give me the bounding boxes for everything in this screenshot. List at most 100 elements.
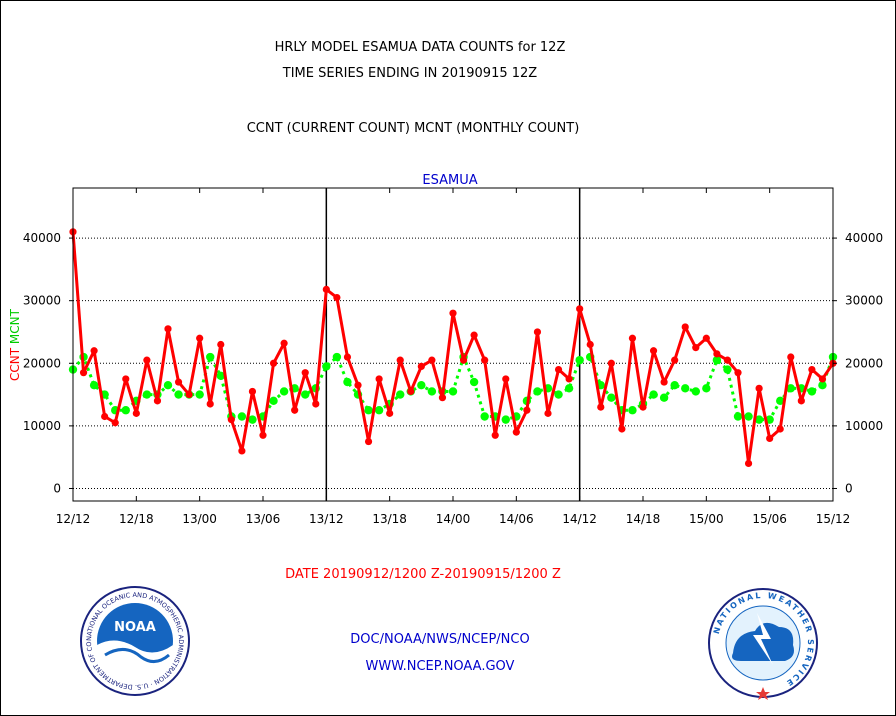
y-axis-title: CCNT MCNT [8, 308, 22, 381]
data-point-mcnt [396, 390, 405, 399]
data-point-ccnt [502, 375, 510, 383]
data-point-ccnt [185, 390, 193, 399]
plot-title: ESAMUA [422, 173, 477, 188]
x-tick-label: 14/06 [499, 512, 534, 526]
y-tick-label-left: 40000 [23, 231, 61, 245]
data-point-ccnt [143, 356, 151, 364]
data-point-ccnt [79, 369, 88, 377]
data-point-ccnt [713, 350, 721, 358]
data-point-mcnt [89, 380, 99, 390]
data-point-ccnt [217, 340, 225, 349]
data-point-ccnt [639, 403, 647, 411]
y-axis-label-mcnt: MCNT [8, 308, 22, 344]
y-tick-label-left: 20000 [23, 356, 61, 370]
data-point-ccnt [565, 375, 573, 383]
data-point-ccnt [449, 309, 457, 317]
data-point-ccnt [597, 403, 605, 411]
data-point-ccnt [607, 359, 615, 367]
data-point-mcnt [807, 387, 817, 396]
data-point-mcnt [142, 390, 152, 399]
nws-logo: NATIONAL WEATHER SERVICE [708, 588, 818, 700]
data-point-mcnt [279, 387, 289, 396]
nws-cloud-icon [732, 622, 794, 661]
data-point-ccnt [787, 353, 795, 361]
data-point-mcnt [786, 384, 795, 393]
y-tick-label-left: 0 [53, 481, 61, 495]
data-point-ccnt [744, 459, 753, 468]
chart-title-line1: HRLY MODEL ESAMUA DATA COUNTS for 12Z [275, 40, 566, 55]
data-point-mcnt [332, 352, 342, 362]
data-point-ccnt [354, 381, 362, 389]
data-point-mcnt [754, 415, 764, 424]
data-point-ccnt [238, 447, 246, 455]
x-tick-label: 14/00 [436, 512, 471, 526]
data-point-mcnt [702, 384, 711, 393]
x-tick-label: 12/12 [56, 512, 91, 526]
data-point-ccnt [90, 347, 98, 355]
data-point-mcnt [248, 415, 257, 424]
x-tick-label: 14/12 [562, 512, 597, 526]
data-point-mcnt [216, 371, 225, 380]
data-point-ccnt [259, 431, 267, 439]
data-point-mcnt [818, 380, 827, 390]
data-point-ccnt [386, 409, 394, 417]
x-tick-label: 13/00 [182, 512, 217, 526]
data-point-ccnt [544, 409, 552, 417]
data-point-mcnt [564, 384, 574, 393]
data-point-mcnt [301, 390, 310, 399]
data-point-mcnt [374, 406, 384, 415]
data-point-mcnt [575, 355, 584, 365]
y-tick-label-left: 30000 [23, 294, 61, 308]
data-point-ccnt [280, 339, 288, 347]
data-point-ccnt [692, 344, 700, 352]
data-point-ccnt [618, 425, 626, 433]
y-axis-label-ccnt: CCNT [8, 347, 22, 381]
data-point-mcnt [480, 412, 489, 421]
data-point-mcnt [174, 390, 183, 399]
x-tick-label: 13/12 [309, 512, 344, 526]
data-point-ccnt [660, 378, 668, 386]
data-point-mcnt [681, 384, 690, 393]
data-point-ccnt [227, 416, 235, 424]
data-point-ccnt [396, 356, 404, 364]
data-point-ccnt [174, 378, 183, 386]
data-point-mcnt [269, 396, 278, 406]
noaa-wave-icon [104, 648, 170, 663]
nws-star-icon [756, 687, 770, 700]
data-point-mcnt [343, 377, 352, 387]
data-point-ccnt [153, 397, 162, 405]
data-point-ccnt [248, 387, 257, 396]
data-point-ccnt [322, 285, 330, 294]
x-tick-label: 13/18 [372, 512, 407, 526]
data-point-mcnt [237, 412, 247, 421]
data-point-ccnt [206, 400, 214, 408]
data-point-ccnt [343, 353, 352, 361]
chart-title-line2: TIME SERIES ENDING IN 20190915 12Z [282, 66, 538, 81]
y-tick-label-right: 0 [845, 481, 853, 495]
data-point-mcnt [533, 387, 542, 396]
x-tick-label: 15/06 [752, 512, 787, 526]
data-point-ccnt [312, 400, 320, 408]
data-point-mcnt [163, 380, 173, 390]
nws-lightning-icon [753, 613, 773, 665]
data-point-ccnt [797, 397, 805, 405]
data-point-ccnt [428, 356, 436, 364]
data-point-ccnt [808, 365, 816, 374]
y-tick-label-right: 10000 [845, 419, 883, 433]
data-point-mcnt [712, 355, 722, 365]
data-point-mcnt [659, 393, 669, 402]
data-point-ccnt [333, 293, 341, 302]
data-point-ccnt [554, 365, 563, 374]
data-point-mcnt [206, 352, 215, 362]
data-point-mcnt [628, 406, 637, 415]
data-point-ccnt [470, 331, 478, 339]
url-link[interactable]: WWW.NCEP.NOAA.GOV [366, 659, 515, 674]
data-point-ccnt [702, 334, 710, 342]
data-point-ccnt [671, 356, 679, 364]
data-point-mcnt [776, 396, 785, 406]
data-point-mcnt [607, 393, 616, 402]
data-point-ccnt [301, 369, 309, 377]
chart-subtitle: CCNT (CURRENT COUNT) MCNT (MONTHLY COUNT… [247, 121, 580, 136]
